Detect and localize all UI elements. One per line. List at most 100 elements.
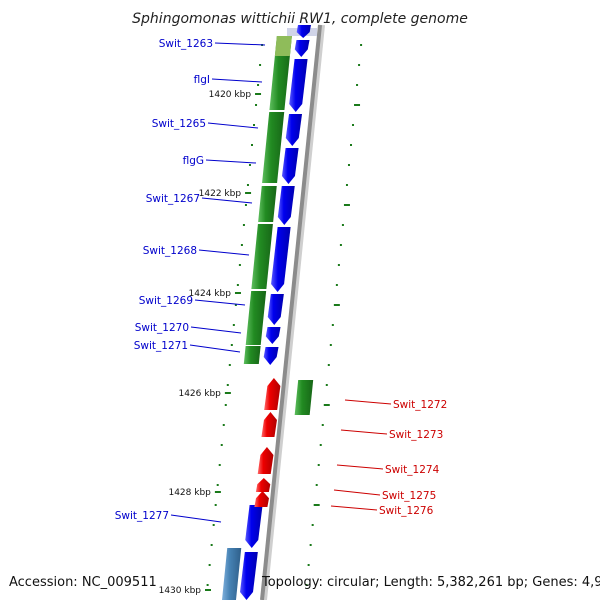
minor-tick-right <box>358 64 361 66</box>
topology-text: Topology: circular; Length: 5,382,261 bp… <box>261 575 600 590</box>
tick-layer: 1420 kbp 1422 kbp 1424 kbp 1426 kbp 1428 kbp… <box>159 90 262 596</box>
gene-label-forward[interactable]: Swit_1269 <box>139 295 193 307</box>
minor-tick-right <box>352 124 355 126</box>
cds-forward-10[interactable] <box>263 347 279 365</box>
cds-reverse-3[interactable] <box>257 447 274 474</box>
orf-forward-light[interactable] <box>274 36 292 56</box>
leader-line-forward <box>205 159 257 164</box>
minor-tick-right <box>331 324 334 326</box>
orf-forward-5[interactable] <box>245 291 267 345</box>
tick-label-6: 1430 kbp <box>159 586 202 596</box>
minor-tick-right <box>333 304 340 306</box>
minor-tick-left <box>232 324 235 326</box>
orf-layer <box>222 28 317 600</box>
cds-forward-5[interactable] <box>281 148 299 184</box>
backbone-line <box>260 24 322 600</box>
tick-label-2: 1422 kbp <box>199 189 242 199</box>
minor-tick-left <box>253 124 256 126</box>
tick-label-3: 1424 kbp <box>189 289 232 299</box>
orf-reverse-1[interactable] <box>294 380 314 415</box>
minor-tick-left <box>214 504 217 506</box>
orf-forward-4[interactable] <box>251 224 273 289</box>
minor-tick-left <box>257 84 260 86</box>
cds-forward-3[interactable] <box>289 59 308 112</box>
gene-label-forward[interactable]: Swit_1265 <box>152 118 206 130</box>
minor-tick-left <box>216 484 219 486</box>
cds-forward-8[interactable] <box>267 294 284 325</box>
minor-tick-left <box>228 364 231 366</box>
minor-tick-left <box>206 584 209 586</box>
minor-tick-left <box>222 424 225 426</box>
minor-tick-left <box>234 304 237 306</box>
minor-tick-left <box>259 64 262 66</box>
minor-tick-right <box>327 364 330 366</box>
gene-label-forward[interactable]: Swit_1268 <box>143 245 197 257</box>
gene-label-reverse[interactable]: Swit_1274 <box>385 464 440 476</box>
minor-tick-left <box>236 284 239 286</box>
minor-tick-left <box>220 444 223 446</box>
minor-tick-left <box>230 344 233 346</box>
cds-layer <box>240 25 311 600</box>
label-layer: Swit_1263 flgI Swit_1265 flgG Swit_1267 Swit_… <box>115 38 447 523</box>
gene-label-forward[interactable]: Swit_1271 <box>134 340 188 352</box>
cds-forward-1[interactable] <box>296 25 311 38</box>
cds-reverse-1[interactable] <box>264 378 281 410</box>
cds-forward-2[interactable] <box>294 40 310 57</box>
gene-label-forward[interactable]: Swit_1263 <box>159 38 213 50</box>
minor-tick-left <box>250 144 253 146</box>
minor-tick-right <box>339 244 342 246</box>
cds-forward-11[interactable] <box>245 505 263 548</box>
orf-forward-6[interactable] <box>243 346 261 364</box>
minor-tick-right <box>313 504 320 506</box>
cds-reverse-2[interactable] <box>261 412 277 437</box>
minor-tick-right <box>360 44 363 46</box>
cds-forward-9[interactable] <box>265 327 281 344</box>
gene-label-reverse[interactable]: Swit_1273 <box>389 429 443 441</box>
cds-forward-6[interactable] <box>277 186 295 225</box>
tick-label-1: 1420 kbp <box>209 90 252 100</box>
orf-forward-3[interactable] <box>258 186 277 222</box>
minor-tick-left <box>255 104 258 106</box>
cds-reverse-5[interactable] <box>254 491 269 507</box>
gene-label-forward[interactable]: Swit_1270 <box>135 322 189 334</box>
minor-tick-left <box>224 404 227 406</box>
minor-tick-right <box>335 284 338 286</box>
orf-forward-2[interactable] <box>262 112 285 183</box>
cds-forward-7[interactable] <box>271 227 291 292</box>
gene-label-reverse[interactable]: Swit_1272 <box>393 399 447 411</box>
cds-reverse-4[interactable] <box>255 478 271 492</box>
cds-forward-12[interactable] <box>240 552 258 600</box>
minor-tick-right <box>343 204 350 206</box>
minor-tick-right <box>349 144 352 146</box>
minor-tick-right <box>356 84 359 86</box>
backbone-layer <box>260 24 325 600</box>
minor-tick-left <box>244 204 247 206</box>
orf-forward-steelblue[interactable] <box>222 548 242 600</box>
minor-tick-left <box>242 224 245 226</box>
leader-line-reverse <box>330 505 378 511</box>
leader-line-reverse <box>340 429 388 435</box>
gene-label-forward[interactable]: flgG <box>183 155 204 167</box>
leader-line-forward <box>214 42 266 46</box>
minor-tick-left <box>240 244 243 246</box>
leader-line-forward <box>207 122 259 129</box>
cds-forward-4[interactable] <box>285 114 303 146</box>
leader-line-forward <box>211 78 263 83</box>
minor-tick-right <box>337 264 340 266</box>
leader-line-forward <box>201 197 253 204</box>
dot-layer <box>206 44 363 586</box>
gene-label-forward[interactable]: flgI <box>194 74 210 86</box>
gene-label-reverse[interactable]: Swit_1276 <box>379 505 434 517</box>
minor-tick-right <box>325 384 328 386</box>
minor-tick-right <box>329 344 332 346</box>
minor-tick-right <box>309 544 312 546</box>
minor-tick-left <box>212 524 215 526</box>
gene-label-reverse[interactable]: Swit_1275 <box>382 490 436 502</box>
minor-tick-right <box>323 404 330 406</box>
gene-label-forward[interactable]: Swit_1267 <box>146 193 200 205</box>
leader-line-forward <box>190 326 242 334</box>
minor-tick-right <box>354 104 361 106</box>
gene-label-forward[interactable]: Swit_1277 <box>115 510 169 522</box>
